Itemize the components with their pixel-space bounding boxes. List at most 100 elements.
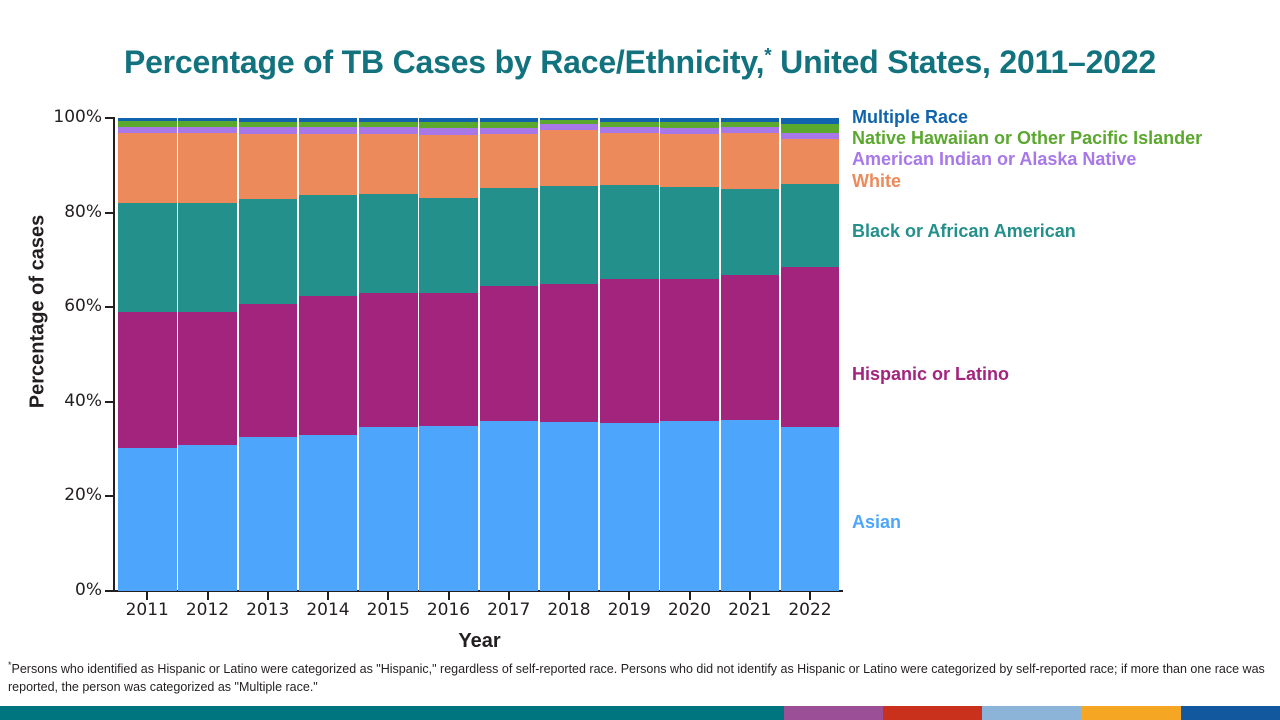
bar-segment[interactable] xyxy=(479,118,538,122)
bar-segment[interactable] xyxy=(419,197,478,294)
legend-item-white[interactable]: White xyxy=(852,171,901,191)
legend-item-native-hawaiian-or-other-pacific-islander[interactable]: Native Hawaiian or Other Pacific Islande… xyxy=(852,128,1203,148)
bar-segment[interactable] xyxy=(600,185,659,279)
bar-segment[interactable] xyxy=(660,186,719,279)
bar-segment[interactable] xyxy=(660,127,719,134)
bar-segment[interactable] xyxy=(298,195,358,297)
bar-column-2015[interactable] xyxy=(359,118,418,591)
bar-segment[interactable] xyxy=(298,121,358,128)
bar-segment[interactable] xyxy=(118,118,177,122)
bar-segment[interactable] xyxy=(479,420,538,591)
legend-item-asian[interactable]: Asian xyxy=(852,512,902,532)
bar-column-2016[interactable] xyxy=(419,118,478,591)
bar-segment[interactable] xyxy=(600,118,659,122)
bar-segment[interactable] xyxy=(780,133,840,140)
legend-item-american-indian-or-alaska-native[interactable]: American Indian or Alaska Native xyxy=(852,149,1137,169)
bar-segment[interactable] xyxy=(118,133,177,204)
bar-column-2018[interactable] xyxy=(539,118,599,591)
bar-segment[interactable] xyxy=(298,127,358,135)
bar-segment[interactable] xyxy=(780,139,840,184)
bar-segment[interactable] xyxy=(539,118,599,120)
bar-column-2020[interactable] xyxy=(660,118,719,591)
bar-segment[interactable] xyxy=(238,437,297,591)
bar-segment[interactable] xyxy=(479,286,538,421)
bar-column-2022[interactable] xyxy=(780,118,840,591)
bar-column-2019[interactable] xyxy=(600,118,659,591)
bar-column-2012[interactable] xyxy=(178,118,237,591)
bar-segment[interactable] xyxy=(238,304,297,438)
bar-segment[interactable] xyxy=(479,121,538,128)
bar-segment[interactable] xyxy=(720,127,779,134)
bar-segment[interactable] xyxy=(660,122,719,128)
bar-segment[interactable] xyxy=(479,187,538,287)
bar-segment[interactable] xyxy=(238,121,297,128)
bar-segment[interactable] xyxy=(359,194,418,294)
bar-segment[interactable] xyxy=(178,127,237,134)
bar-segment[interactable] xyxy=(298,134,358,196)
bar-segment[interactable] xyxy=(359,427,418,591)
bar-segment[interactable] xyxy=(359,121,418,127)
bar-segment[interactable] xyxy=(118,311,177,449)
bar-segment[interactable] xyxy=(479,134,538,188)
bar-segment[interactable] xyxy=(118,203,177,312)
bar-segment[interactable] xyxy=(660,420,719,591)
legend-item-black-or-african-american[interactable]: Black or African American xyxy=(852,221,1076,241)
bar-segment[interactable] xyxy=(298,434,358,591)
bar-segment[interactable] xyxy=(780,123,840,134)
bar-segment[interactable] xyxy=(780,266,840,428)
bar-segment[interactable] xyxy=(780,118,840,124)
bar-segment[interactable] xyxy=(178,202,237,313)
bar-segment[interactable] xyxy=(298,118,358,122)
bar-segment[interactable] xyxy=(720,122,779,128)
legend-item-hispanic-or-latino[interactable]: Hispanic or Latino xyxy=(852,364,1010,384)
bar-segment[interactable] xyxy=(419,426,478,591)
bar-segment[interactable] xyxy=(600,133,659,186)
bar-segment[interactable] xyxy=(720,189,779,275)
bar-segment[interactable] xyxy=(600,121,659,128)
legend-item-multiple-race[interactable]: Multiple Race xyxy=(852,107,969,127)
bar-segment[interactable] xyxy=(660,278,719,421)
bar-segment[interactable] xyxy=(539,119,599,124)
bar-segment[interactable] xyxy=(298,296,358,435)
bar-segment[interactable] xyxy=(419,118,478,122)
bar-segment[interactable] xyxy=(359,118,418,122)
bar-segment[interactable] xyxy=(178,118,237,122)
bar-segment[interactable] xyxy=(600,278,659,424)
bar-segment[interactable] xyxy=(660,133,719,187)
bar-segment[interactable] xyxy=(720,274,779,421)
bar-column-2011[interactable] xyxy=(118,118,177,591)
bar-segment[interactable] xyxy=(660,118,719,123)
bar-column-2014[interactable] xyxy=(298,118,358,591)
bar-segment[interactable] xyxy=(479,127,538,135)
bar-segment[interactable] xyxy=(118,127,177,134)
bar-segment[interactable] xyxy=(359,133,418,195)
bar-segment[interactable] xyxy=(238,118,297,122)
bar-segment[interactable] xyxy=(118,121,177,128)
bar-segment[interactable] xyxy=(720,133,779,190)
bar-column-2017[interactable] xyxy=(479,118,538,591)
bar-segment[interactable] xyxy=(539,185,599,284)
bar-segment[interactable] xyxy=(419,293,478,427)
bar-segment[interactable] xyxy=(238,133,297,200)
bar-segment[interactable] xyxy=(178,121,237,128)
bar-segment[interactable] xyxy=(178,445,237,591)
bar-segment[interactable] xyxy=(780,427,840,591)
bar-segment[interactable] xyxy=(359,126,418,134)
bar-segment[interactable] xyxy=(118,448,177,591)
bar-segment[interactable] xyxy=(720,420,779,591)
bar-segment[interactable] xyxy=(600,127,659,134)
bar-segment[interactable] xyxy=(539,283,599,422)
bar-segment[interactable] xyxy=(780,183,840,267)
bar-segment[interactable] xyxy=(419,127,478,135)
bar-segment[interactable] xyxy=(539,123,599,130)
bar-segment[interactable] xyxy=(359,293,418,428)
bar-column-2021[interactable] xyxy=(720,118,779,591)
bar-segment[interactable] xyxy=(539,129,599,186)
bar-segment[interactable] xyxy=(419,121,478,128)
bar-segment[interactable] xyxy=(178,312,237,446)
bar-segment[interactable] xyxy=(238,199,297,305)
bar-segment[interactable] xyxy=(238,127,297,134)
bar-segment[interactable] xyxy=(539,421,599,591)
bar-segment[interactable] xyxy=(419,134,478,198)
bar-segment[interactable] xyxy=(600,423,659,591)
